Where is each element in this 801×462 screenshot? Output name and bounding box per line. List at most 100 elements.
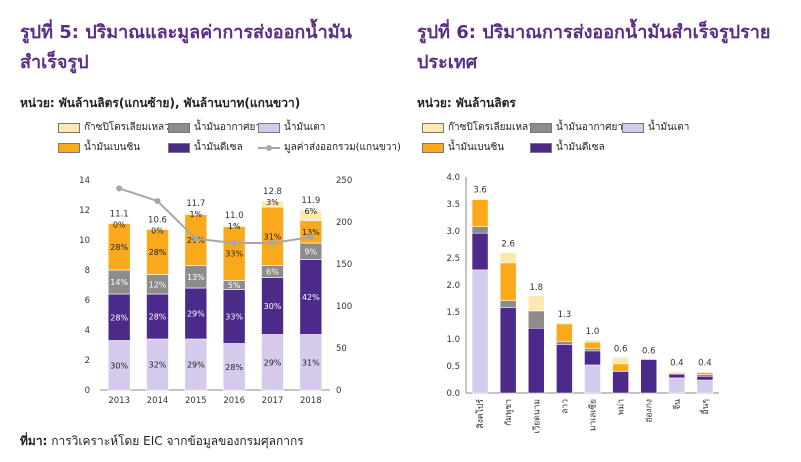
legend-item-diesel: น้ำมันดีเซล: [530, 140, 605, 155]
y-tick-label: 2.5: [446, 254, 460, 264]
legend-item-fuel: น้ำมันเตา: [258, 120, 325, 135]
legend-label: น้ำมันดีเซล: [194, 142, 243, 153]
value-series-point: [192, 235, 199, 242]
segment-label-fuel: 32%: [149, 361, 167, 370]
total-label: 2.6: [501, 240, 515, 250]
legend-label: มูลค่าส่งออกรวม(แกนขวา): [284, 142, 401, 153]
segment-label-diesel: 28%: [149, 313, 167, 322]
left-title-line2: สำเร็จรูป: [20, 52, 89, 73]
legend-swatch-gasoline: [58, 142, 80, 153]
y-left-tick-label: 6: [85, 296, 90, 306]
bar-segment-gasoline: [584, 341, 601, 349]
total-label: 3.6: [473, 186, 487, 196]
legend-label: น้ำมันอากาศยาน: [194, 122, 268, 133]
segment-label-fuel: 31%: [302, 358, 320, 367]
legend-label: น้ำมันดีเซล: [556, 142, 605, 153]
segment-label-gasoline: 31%: [264, 232, 282, 241]
bar-segment-jet: [471, 226, 489, 234]
bar-segment-fuel: [584, 364, 601, 394]
legend-item-jet: น้ำมันอากาศยาน: [530, 120, 630, 135]
y-right-tick-label: 250: [336, 176, 352, 186]
segment-label-lpg: 0%: [151, 227, 164, 236]
x-tick-label: สิงคโปร์: [475, 399, 486, 429]
legend-item-lpg: ก๊าซปิโตรเลียมเหลว: [422, 120, 534, 135]
total-label: 0.6: [614, 344, 628, 354]
segment-label-jet: 9%: [304, 247, 317, 256]
x-tick-label: 2015: [185, 396, 207, 406]
x-tick-label: เวียดนาม: [531, 399, 542, 433]
total-label: 10.6: [148, 216, 167, 226]
legend-swatch-fuel: [622, 122, 644, 133]
x-tick-label: พม่า: [617, 399, 627, 415]
segment-label-gasoline: 13%: [302, 228, 320, 237]
total-label: 0.4: [670, 358, 684, 368]
legend-item-gasoline: น้ำมันเบนซิน: [58, 140, 140, 155]
legend-item-value-line: มูลค่าส่งออกรวม(แกนขวา): [258, 140, 401, 155]
bar-segment-lpg: [471, 198, 489, 200]
bar-segment-diesel: [499, 307, 517, 394]
y-tick-label: 2.0: [446, 281, 460, 291]
bar-segment-lpg: [584, 339, 601, 343]
bar-segment-lpg: [499, 252, 517, 264]
bar-segment-fuel: [668, 377, 686, 394]
segment-label-gasoline: 33%: [225, 250, 243, 259]
segment-label-gasoline: 28%: [110, 243, 128, 252]
source-label: ที่มา:: [20, 434, 48, 448]
bar-segment-lpg: [612, 357, 629, 365]
bar-segment-jet: [556, 341, 573, 345]
segment-label-jet: 6%: [266, 268, 279, 277]
bar-segment-diesel: [528, 327, 545, 394]
y-tick-label: 1.0: [446, 335, 460, 345]
bar-segment-jet: [584, 348, 601, 352]
total-label: 11.0: [225, 211, 244, 221]
x-tick-label: 2014: [147, 396, 169, 406]
segment-label-fuel: 29%: [264, 358, 282, 367]
x-tick-label: ลาว: [560, 399, 570, 414]
legend-item-diesel: น้ำมันดีเซล: [168, 140, 243, 155]
segment-label-diesel: 29%: [187, 310, 205, 319]
value-series-line: [118, 187, 311, 244]
value-series-point: [116, 185, 123, 192]
legend-swatch-diesel: [168, 142, 190, 153]
y-left-tick-label: 12: [79, 206, 90, 216]
legend-label: ก๊าซปิโตรเลียมเหลว: [84, 122, 170, 133]
x-tick-label: 2016: [223, 396, 245, 406]
right-chart-title: รูปที่ 6: ปริมาณการส่งออกน้ำมันสำเร็จรูป…: [417, 18, 770, 78]
y-tick-label: 4.0: [446, 173, 460, 183]
bar-segment-diesel: [471, 232, 489, 271]
segment-label-jet: 12%: [149, 280, 167, 289]
x-tick-label: 2013: [108, 396, 130, 406]
bar-segment-gasoline: [556, 323, 573, 342]
y-right-tick-label: 0: [336, 386, 341, 396]
legend-label: น้ำมันเตา: [284, 122, 326, 133]
bar-segment-gasoline: [471, 199, 489, 227]
bar-segment-lpg: [528, 295, 545, 312]
right-legend: ก๊าซปิโตรเลียมเหลว น้ำมันอากาศยาน น้ำมัน…: [422, 120, 722, 160]
segment-label-jet: 14%: [110, 278, 128, 287]
bar-segment-gasoline: [696, 372, 714, 375]
bar-segment-gasoline: [107, 223, 131, 271]
x-tick-label: 2017: [262, 396, 284, 406]
segment-label-jet: 13%: [187, 273, 205, 282]
left-chart: 0 2 4 6 8 10 12 14 0 50 100 150 200 250 30% 28% 14% 28% 0%…: [79, 176, 352, 406]
legend-label: น้ำมันเบนซิน: [84, 142, 141, 153]
bar-segment-diesel: [668, 373, 686, 379]
bar-segment-fuel: [471, 269, 489, 394]
y-left-tick-label: 8: [85, 266, 90, 276]
bar-segment-diesel: [584, 350, 601, 366]
value-series-point: [269, 240, 276, 246]
total-label: 1.0: [586, 327, 600, 337]
y-right-tick-label: 150: [336, 260, 352, 270]
y-right-tick-label: 50: [336, 344, 347, 354]
left-unit: หน่วย: พันล้านลิตร(แกนซ้าย), พันล้านบาท(…: [20, 96, 301, 110]
value-series-point: [154, 198, 161, 204]
x-tick-label: จีน: [672, 399, 683, 410]
bar-segment-lpg: [696, 371, 714, 373]
bar-segment-lpg: [299, 209, 323, 221]
y-tick-label: 0.5: [446, 362, 460, 372]
right-chart: 0.0 0.5 1.0 1.5 2.0 2.5 3.0 3.5 4.0 3.6 สิงคโปร์ 2.…: [446, 173, 719, 433]
bar-segment-fuel: [696, 379, 714, 394]
bar-segment-lpg: [184, 212, 208, 215]
x-tick-label: มาเลเซีย: [588, 399, 599, 431]
segment-label-jet: 5%: [228, 281, 241, 290]
